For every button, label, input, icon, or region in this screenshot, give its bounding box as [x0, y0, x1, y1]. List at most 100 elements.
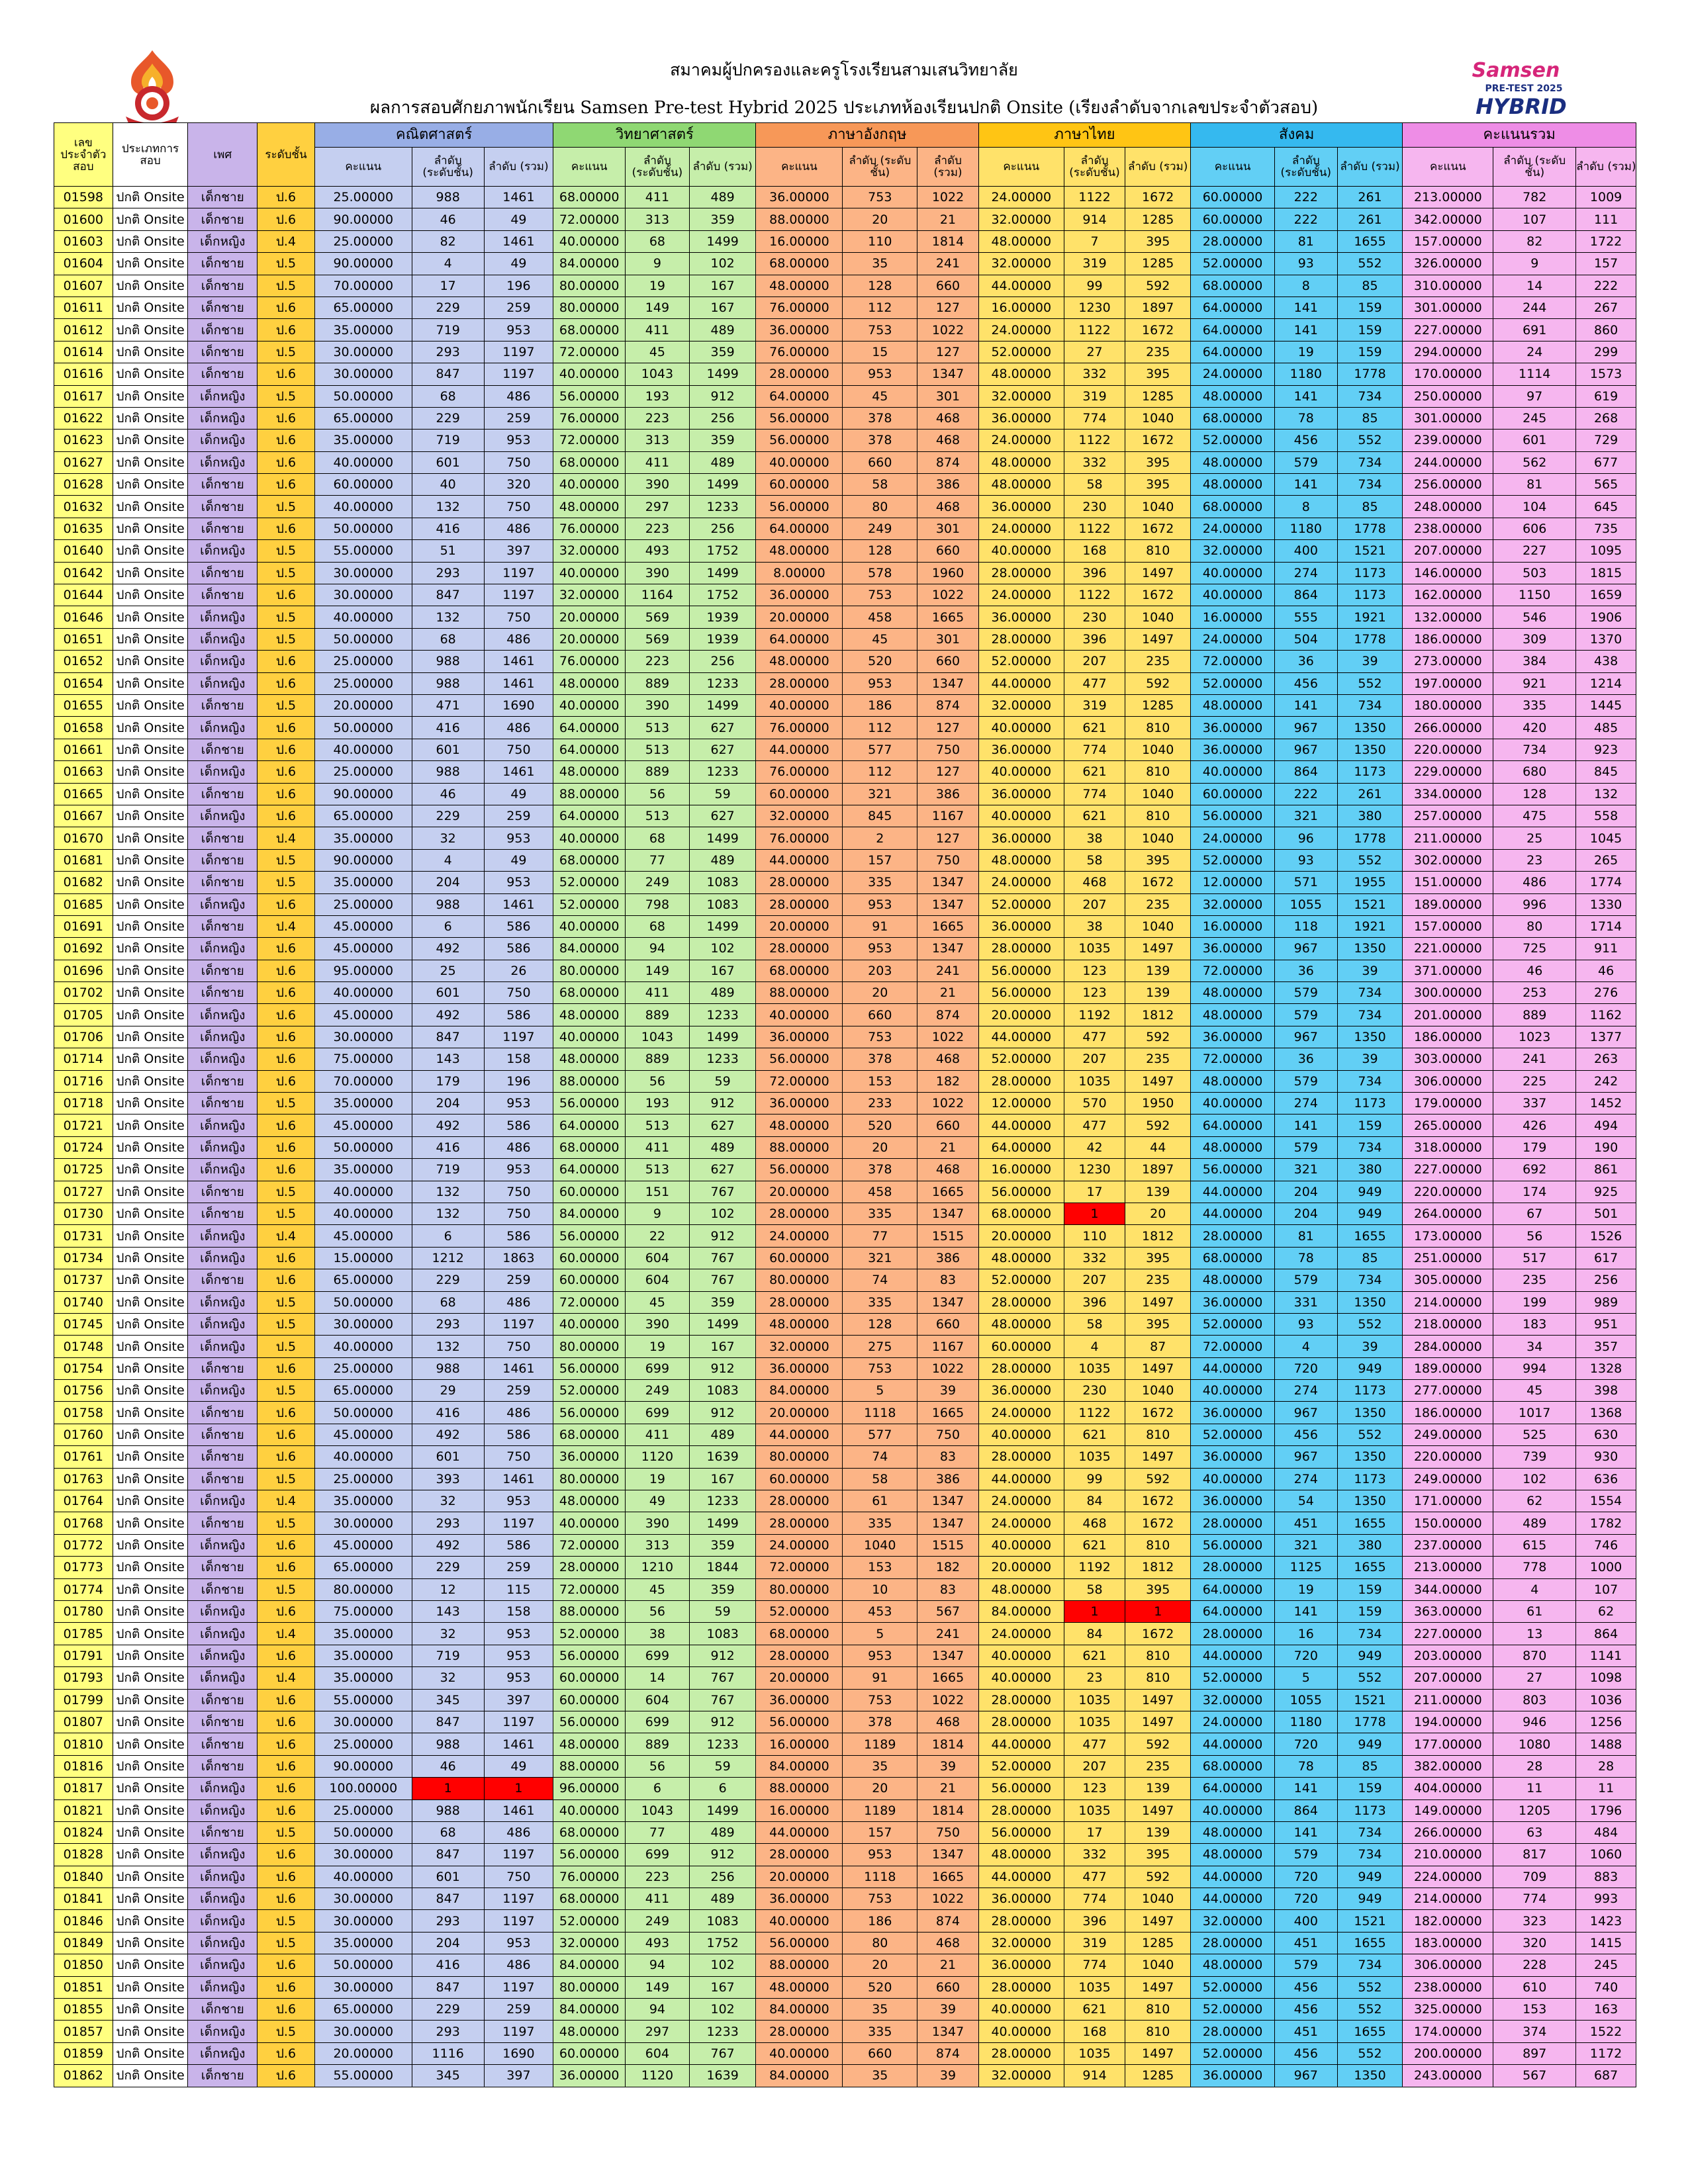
science-rank-all-cell: 1233: [688, 1048, 757, 1071]
math-rank-grade-header: ลำดับ (ระดับชั้น): [411, 147, 485, 187]
total-rank-grade-cell: 420: [1493, 716, 1577, 739]
science-rank-grade-header: ลำดับ (ระดับชั้น): [625, 147, 690, 187]
total-rank-all-cell: 735: [1575, 517, 1636, 541]
exam-id-cell: 01702: [54, 981, 113, 1005]
science-score-cell: 40.00000: [553, 561, 626, 585]
math-rank-grade-cell: 719: [411, 429, 485, 452]
sex-cell: เด็กหญิง: [187, 672, 258, 695]
social-rank-all-cell: 1778: [1336, 517, 1403, 541]
english-rank-all-cell: 301: [917, 517, 979, 541]
exam-id-cell: 01685: [54, 893, 113, 916]
grade-cell: ป.6: [257, 1954, 315, 1977]
math-score-cell: 35.00000: [314, 1666, 412, 1690]
math-rank-all-cell: 586: [483, 937, 554, 960]
total-rank-grade-cell: 709: [1493, 1865, 1577, 1889]
total-score-cell: 174.00000: [1402, 2020, 1494, 2043]
science-rank-grade-cell: 38: [625, 1622, 690, 1645]
table-row: 01652 ปกติ Onsite เด็กหญิง ป.6 25.00000 988 14…: [54, 650, 1636, 673]
table-row: 01780 ปกติ Onsite เด็กหญิง ป.6 75.00000 143 15…: [54, 1600, 1636, 1623]
math-score-cell: 25.00000: [314, 650, 412, 673]
social-rank-all-cell: 39: [1336, 650, 1403, 673]
english-score-cell: 16.00000: [755, 1733, 843, 1756]
math-rank-all-cell: 486: [483, 1954, 554, 1977]
thai-rank-grade-cell: 207: [1063, 1269, 1126, 1292]
thai-score-cell: 48.00000: [978, 1246, 1064, 1270]
science-score-cell: 80.00000: [553, 1467, 626, 1491]
english-score-cell: 40.00000: [755, 1909, 843, 1933]
sex-cell: เด็กชาย: [187, 340, 258, 364]
science-rank-all-cell: 1499: [688, 827, 757, 850]
english-rank-all-cell: 1515: [917, 1533, 979, 1557]
exam-type-cell: ปกติ Onsite: [112, 584, 189, 607]
social-rank-all-cell: 1350: [1336, 1490, 1403, 1513]
english-rank-grade-cell: 45: [842, 627, 918, 651]
total-rank-all-cell: 845: [1575, 760, 1636, 784]
total-score-cell: 224.00000: [1402, 1865, 1494, 1889]
exam-type-cell: ปกติ Onsite: [112, 804, 189, 828]
science-score-cell: 52.00000: [553, 1622, 626, 1645]
science-rank-grade-cell: 6: [625, 1777, 690, 1800]
exam-type-cell: ปกติ Onsite: [112, 1136, 189, 1160]
math-rank-all-cell: 750: [483, 606, 554, 629]
thai-rank-grade-cell: 1: [1063, 1600, 1126, 1623]
english-rank-all-cell: 1347: [917, 1490, 979, 1513]
math-score-cell: 30.00000: [314, 1976, 412, 1999]
exam-id-cell: 01760: [54, 1423, 113, 1447]
grade-cell: ป.6: [257, 1733, 315, 1756]
science-rank-all-cell: 1233: [688, 672, 757, 695]
grade-cell: ป.6: [257, 716, 315, 739]
total-rank-all-cell: 861: [1575, 1158, 1636, 1181]
exam-type-cell: ปกติ Onsite: [112, 539, 189, 563]
english-rank-all-cell: 127: [917, 760, 979, 784]
total-rank-grade-cell: 606: [1493, 517, 1577, 541]
social-score-cell: 24.00000: [1190, 627, 1275, 651]
grade-cell: ป.5: [257, 385, 315, 408]
total-rank-all-cell: 1330: [1575, 893, 1636, 916]
exam-id-cell: 01692: [54, 937, 113, 960]
math-rank-grade-cell: 492: [411, 937, 485, 960]
math-score-cell: 45.00000: [314, 1423, 412, 1447]
social-rank-grade-cell: 141: [1274, 296, 1338, 320]
english-rank-all-cell: 1022: [917, 584, 979, 607]
total-rank-grade-cell: 567: [1493, 2064, 1577, 2087]
english-rank-grade-cell: 249: [842, 517, 918, 541]
science-rank-grade-cell: 390: [625, 1312, 690, 1336]
math-rank-grade-cell: 416: [411, 1136, 485, 1160]
english-rank-all-cell: 39: [917, 1998, 979, 2021]
total-score-cell: 194.00000: [1402, 1710, 1494, 1734]
social-rank-grade-cell: 967: [1274, 1025, 1338, 1049]
english-score-cell: 76.00000: [755, 760, 843, 784]
math-rank-all-cell: 259: [483, 296, 554, 320]
english-rank-all-cell: 127: [917, 296, 979, 320]
col-exam-type: ประเภทการสอบ: [112, 122, 189, 187]
thai-rank-grade-cell: 1122: [1063, 318, 1126, 341]
total-rank-grade-cell: 82: [1493, 230, 1577, 253]
thai-score-cell: 24.00000: [978, 517, 1064, 541]
thai-rank-grade-cell: 774: [1063, 406, 1126, 430]
social-rank-grade-cell: 579: [1274, 1954, 1338, 1977]
exam-id-cell: 01840: [54, 1865, 113, 1889]
english-rank-grade-cell: 35: [842, 1998, 918, 2021]
thai-score-cell: 40.00000: [978, 539, 1064, 563]
math-rank-all-cell: 196: [483, 274, 554, 297]
social-score-cell: 52.00000: [1190, 1423, 1275, 1447]
grade-cell: ป.6: [257, 429, 315, 452]
social-rank-all-cell: 380: [1336, 1158, 1403, 1181]
total-score-cell: 404.00000: [1402, 1777, 1494, 1800]
total-rank-grade-cell: 153: [1493, 1998, 1577, 2021]
thai-rank-all-cell: 1285: [1125, 385, 1192, 408]
exam-id-cell: 01658: [54, 716, 113, 739]
english-rank-grade-cell: 378: [842, 1158, 918, 1181]
exam-id-cell: 01646: [54, 606, 113, 629]
thai-rank-all-cell: 1497: [1125, 1710, 1192, 1734]
science-score-cell: 72.00000: [553, 208, 626, 231]
science-rank-all-cell: 1083: [688, 1909, 757, 1933]
social-rank-grade-cell: 456: [1274, 2042, 1338, 2066]
social-rank-all-cell: 1655: [1336, 1931, 1403, 1955]
math-rank-grade-cell: 719: [411, 1644, 485, 1668]
thai-rank-grade-cell: 99: [1063, 274, 1126, 297]
math-score-cell: 25.00000: [314, 672, 412, 695]
math-rank-all-cell: 397: [483, 2064, 554, 2087]
grade-cell: ป.5: [257, 1379, 315, 1402]
thai-rank-all-cell: 1497: [1125, 937, 1192, 960]
